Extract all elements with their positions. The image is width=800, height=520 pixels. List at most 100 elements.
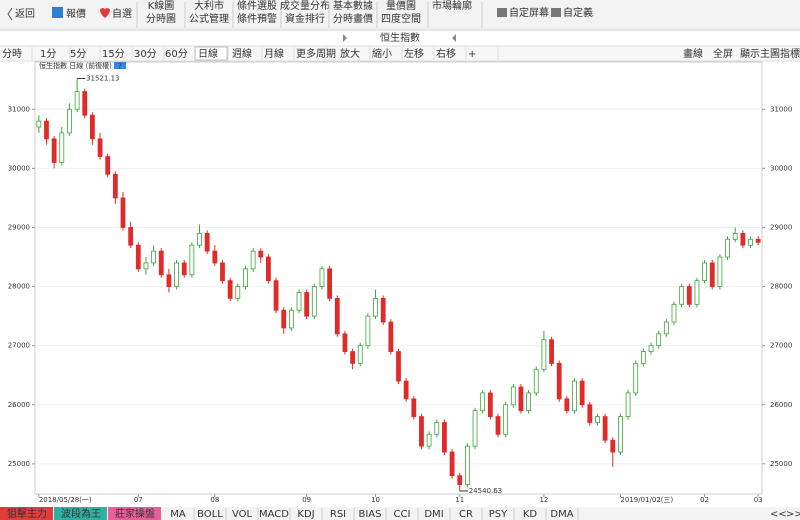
back-button[interactable]: 返回 [15,8,35,20]
toolbar-button[interactable]: 市場輪廓 [432,0,472,12]
toolbar-button[interactable]: 基本數據 [333,0,373,12]
indicator-tab[interactable]: DMA [550,509,573,520]
candle-body [327,268,333,299]
candle-body [549,339,554,364]
period-button[interactable]: 日線 [198,47,218,60]
period-button[interactable]: 月線 [264,47,284,60]
indicator-tab[interactable]: CR [459,509,473,520]
y-tick-label-right: 26000 [770,401,792,409]
indicator-tab[interactable]: RSI [330,509,346,520]
toolbar-button[interactable]: 資金排行 [285,12,325,25]
toolbar-button[interactable]: 條件預警 [237,12,277,25]
candle-body [266,256,271,282]
toolbar-button[interactable]: 四度空間 [381,12,421,25]
toolbar-button[interactable]: 量價圖 [386,0,416,12]
indicator-tab[interactable]: KD [523,509,538,520]
y-tick-label: 29000 [8,223,30,231]
indicator-tab[interactable]: PSY [489,509,508,520]
period-button[interactable]: 15分 [102,48,125,60]
back-icon [7,7,13,21]
toolbar-button[interactable]: K線圖 [148,0,175,12]
y-tick-label: 30000 [8,164,30,172]
candle-body [740,232,746,246]
quote-icon [52,7,63,18]
period-button[interactable]: 右移 [436,47,456,60]
candle-body [74,91,80,110]
candle-body [579,380,585,406]
candle-body [388,321,394,352]
period-button[interactable]: + [468,49,476,60]
indicator-tab-bg [0,507,53,520]
period-button[interactable]: 分時 [2,48,22,60]
period-button[interactable]: 30分 [134,48,157,60]
candle-body [472,410,478,447]
watchlist-button[interactable]: 自選 [112,7,132,20]
candle-body [442,422,447,453]
indicator-tab[interactable]: DMI [424,509,443,520]
toolbar-button[interactable]: 分時圖 [146,13,176,25]
indicator-tab[interactable]: 狙擊主力 [7,507,47,520]
toolbar-button[interactable]: 公式管理 [189,12,229,25]
indicator-tab[interactable]: MA [170,509,186,520]
indicator-tab[interactable]: MACD [259,509,289,520]
candle-body [342,333,348,352]
candle-body [59,132,65,163]
indicator-tab[interactable]: 波段為王 [61,507,101,520]
tool-button[interactable]: 畫線 [683,47,703,60]
toolbar-button[interactable]: 分時畫價 [333,12,373,25]
candle-body [640,351,646,364]
candle-body [105,156,111,175]
period-button[interactable]: 更多周期 [296,47,336,60]
y-tick-label: 31000 [8,105,30,113]
candle-body [296,292,302,311]
indicator-tab[interactable]: BOLL [197,509,223,520]
y-tick-label-right: 30000 [770,164,792,172]
x-tick-label: 03 [754,496,763,504]
y-tick-label-right: 29000 [770,223,792,231]
x-tick-label: 2018/05/28(一) [39,496,92,504]
candle-body [357,345,363,364]
indicator-tab[interactable]: 莊家操盤 [115,507,155,520]
pager-button[interactable]: << [770,509,787,520]
indicator-tab[interactable]: BIAS [359,509,382,520]
period-button[interactable]: 1分 [40,48,56,60]
candle-body [44,120,49,140]
pager-button[interactable]: >> [786,509,800,520]
indicator-tab[interactable]: CCI [394,509,411,520]
y-tick-label: 26000 [8,401,30,409]
candle-body [648,345,654,352]
custom-screen-button[interactable]: 自定屏幕 [509,6,549,19]
candle-body [625,392,631,417]
candle-body [732,232,738,240]
period-button[interactable]: 5分 [70,48,86,60]
customize-button[interactable]: 自定義 [563,6,593,19]
candle-body [434,422,440,435]
period-button[interactable]: 左移 [404,47,424,60]
candle-body [449,451,455,477]
toolbar-button[interactable]: 成交量分布 [280,0,330,12]
y-tick-label: 27000 [8,342,30,350]
y-tick-label: 28000 [8,283,30,291]
period-button[interactable]: 60分 [165,48,188,60]
period-button[interactable]: 放大 [340,47,360,60]
candle-body [365,315,371,347]
x-tick-label: 10 [371,496,380,504]
period-button[interactable]: 週線 [232,47,252,60]
x-tick-label: 12 [539,496,548,504]
period-button[interactable]: 縮小 [372,47,392,60]
indicator-tab[interactable]: VOL [232,509,253,520]
candle-body [564,398,570,412]
plot-frame [34,61,763,495]
top-toolbar [0,0,800,30]
candle-body [748,238,753,246]
candle-body [633,362,639,394]
candle-body [97,138,103,157]
candle-body [495,416,501,435]
toolbar-button[interactable]: 大利市 [194,0,224,12]
indicator-tab[interactable]: KDJ [297,509,314,520]
tool-button[interactable]: 全屏 [713,47,733,60]
toolbar-button[interactable]: 條件選股 [237,0,277,12]
quote-button[interactable]: 報價 [66,7,86,20]
chart-title: 恒生指數 [380,31,420,44]
tool-button[interactable]: 顯示主圖指標 [740,47,800,60]
